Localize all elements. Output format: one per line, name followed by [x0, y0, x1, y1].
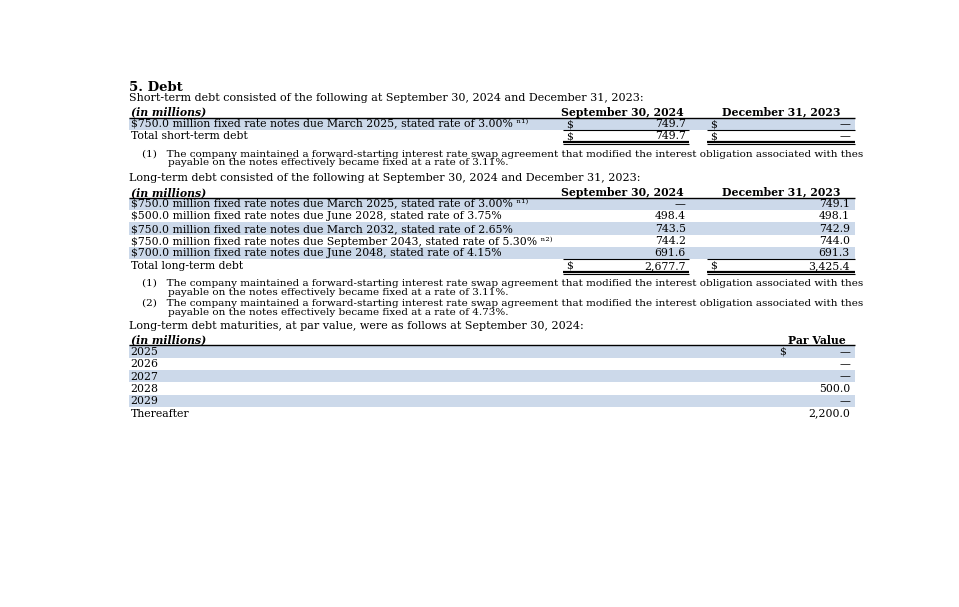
Text: 742.9: 742.9 — [819, 224, 850, 234]
Text: —: — — [839, 119, 850, 129]
Text: $750.0 million fixed rate notes due September 2043, stated rate of 5.30% ⁿ²⁾: $750.0 million fixed rate notes due Sept… — [130, 236, 552, 246]
Text: 744.0: 744.0 — [819, 236, 850, 246]
Text: $: $ — [711, 119, 717, 129]
Text: $750.0 million fixed rate notes due March 2025, stated rate of 3.00% ⁿ¹⁾: $750.0 million fixed rate notes due Marc… — [130, 199, 528, 209]
Bar — [129, 198, 854, 210]
Bar — [129, 370, 854, 382]
Text: (in millions): (in millions) — [130, 187, 206, 198]
Text: $: $ — [566, 261, 573, 271]
Text: 749.7: 749.7 — [655, 119, 686, 129]
Text: 691.3: 691.3 — [819, 248, 850, 259]
Text: $: $ — [711, 131, 717, 141]
Text: 2029: 2029 — [130, 396, 158, 406]
Text: $: $ — [566, 131, 573, 141]
Text: 749.7: 749.7 — [655, 131, 686, 141]
Text: —: — — [839, 371, 850, 382]
Bar — [129, 395, 854, 407]
Text: 498.4: 498.4 — [655, 211, 686, 222]
Text: (1)   The company maintained a forward-starting interest rate swap agreement tha: (1) The company maintained a forward-sta… — [129, 150, 959, 159]
Text: 743.5: 743.5 — [655, 224, 686, 234]
Bar — [129, 345, 854, 358]
Text: 749.1: 749.1 — [819, 199, 850, 209]
Text: 2026: 2026 — [130, 359, 159, 369]
Text: payable on the notes effectively became fixed at a rate of 3.11%.: payable on the notes effectively became … — [129, 158, 508, 168]
Bar — [129, 247, 854, 259]
Text: December 31, 2023: December 31, 2023 — [722, 107, 840, 118]
Text: Total short-term debt: Total short-term debt — [130, 131, 247, 141]
Text: Long-term debt consisted of the following at September 30, 2024 and December 31,: Long-term debt consisted of the followin… — [129, 173, 641, 183]
Text: 498.1: 498.1 — [819, 211, 850, 222]
Text: 2028: 2028 — [130, 384, 159, 394]
Text: $: $ — [779, 347, 785, 357]
Text: Long-term debt maturities, at par value, were as follows at September 30, 2024:: Long-term debt maturities, at par value,… — [129, 320, 584, 331]
Text: 2027: 2027 — [130, 371, 158, 382]
Text: Thereafter: Thereafter — [130, 409, 189, 419]
Text: Par Value: Par Value — [788, 334, 846, 345]
Text: payable on the notes effectively became fixed at a rate of 3.11%.: payable on the notes effectively became … — [129, 288, 508, 297]
Text: (1)   The company maintained a forward-starting interest rate swap agreement tha: (1) The company maintained a forward-sta… — [129, 279, 959, 288]
Text: 3,425.4: 3,425.4 — [808, 261, 850, 271]
Bar — [129, 222, 854, 234]
Text: 2,677.7: 2,677.7 — [644, 261, 686, 271]
Text: —: — — [839, 347, 850, 357]
Text: (in millions): (in millions) — [130, 107, 206, 118]
Text: $750.0 million fixed rate notes due March 2032, stated rate of 2.65%: $750.0 million fixed rate notes due Marc… — [130, 224, 513, 234]
Text: $: $ — [711, 261, 717, 271]
Text: December 31, 2023: December 31, 2023 — [722, 187, 840, 198]
Text: 5. Debt: 5. Debt — [129, 81, 183, 93]
Text: $750.0 million fixed rate notes due March 2025, stated rate of 3.00% ⁿ¹⁾: $750.0 million fixed rate notes due Marc… — [130, 119, 528, 129]
Text: (2)   The company maintained a forward-starting interest rate swap agreement tha: (2) The company maintained a forward-sta… — [129, 299, 959, 308]
Text: —: — — [839, 359, 850, 369]
Text: Total long-term debt: Total long-term debt — [130, 261, 243, 271]
Text: Short-term debt consisted of the following at September 30, 2024 and December 31: Short-term debt consisted of the followi… — [129, 93, 643, 103]
Text: 2025: 2025 — [130, 347, 158, 357]
Text: $: $ — [566, 119, 573, 129]
Text: September 30, 2024: September 30, 2024 — [561, 187, 684, 198]
Text: (in millions): (in millions) — [130, 334, 206, 345]
Text: 500.0: 500.0 — [819, 384, 850, 394]
Text: September 30, 2024: September 30, 2024 — [561, 107, 684, 118]
Text: $700.0 million fixed rate notes due June 2048, stated rate of 4.15%: $700.0 million fixed rate notes due June… — [130, 248, 502, 259]
Text: $500.0 million fixed rate notes due June 2028, stated rate of 3.75%: $500.0 million fixed rate notes due June… — [130, 211, 502, 222]
Text: payable on the notes effectively became fixed at a rate of 4.73%.: payable on the notes effectively became … — [129, 308, 508, 317]
Text: 744.2: 744.2 — [655, 236, 686, 246]
Text: —: — — [675, 199, 686, 209]
Text: —: — — [839, 396, 850, 406]
Text: 691.6: 691.6 — [654, 248, 686, 259]
Text: —: — — [839, 131, 850, 141]
Text: 2,200.0: 2,200.0 — [808, 409, 850, 419]
Bar — [129, 118, 854, 130]
